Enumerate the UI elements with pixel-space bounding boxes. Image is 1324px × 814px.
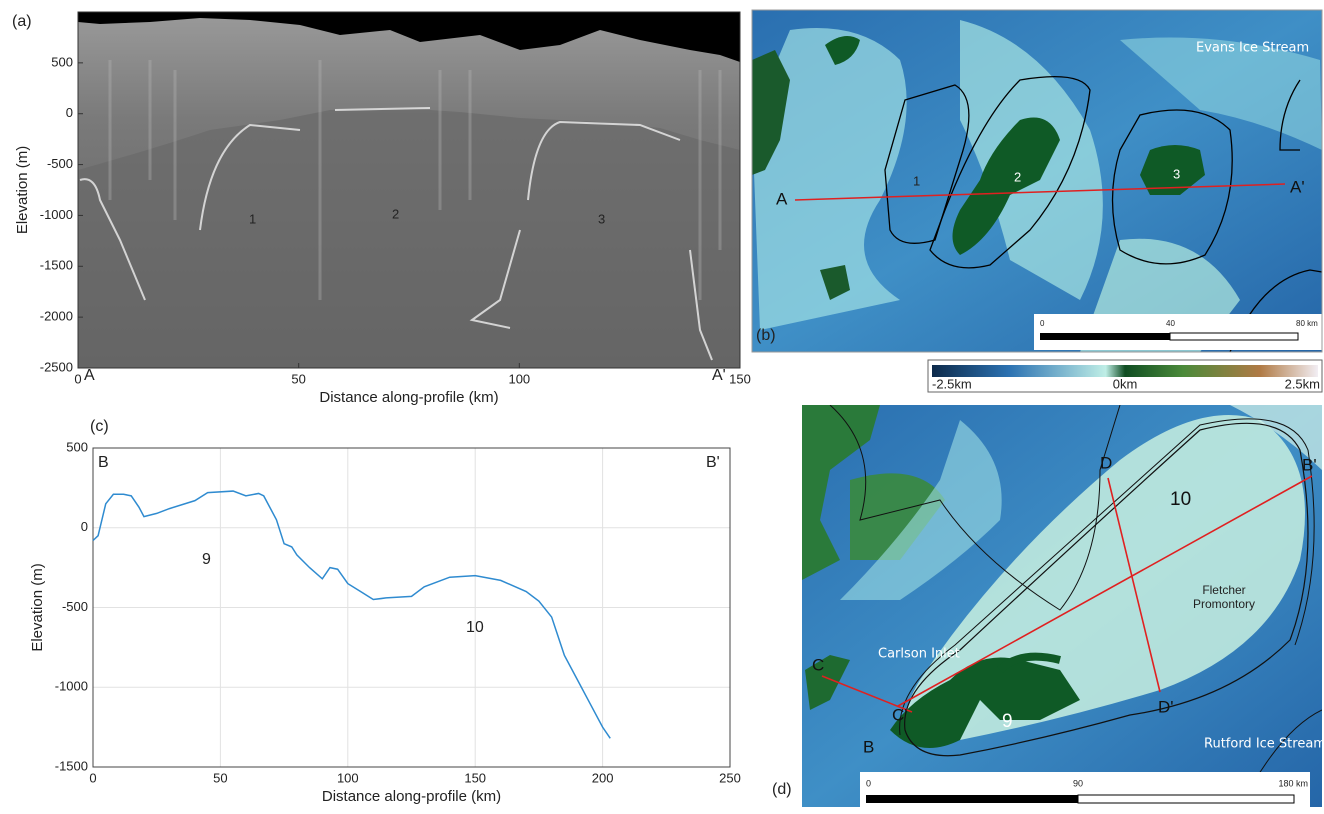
map-label: Evans Ice Stream xyxy=(1196,41,1309,56)
map-frame xyxy=(751,9,1323,353)
y-tick-label: -1000 xyxy=(55,679,88,694)
map-label: 2 xyxy=(1014,169,1021,184)
map-d xyxy=(802,405,1322,807)
y-tick-label: 500 xyxy=(66,439,88,454)
scale-label: 90 xyxy=(1073,778,1083,788)
y-tick-label: -1000 xyxy=(40,207,73,222)
x-tick-label: 200 xyxy=(592,770,614,785)
map-label: A xyxy=(776,189,788,208)
scale-label: 180 km xyxy=(1278,778,1308,788)
scale-label: 0 xyxy=(866,778,871,788)
y-tick-label: -1500 xyxy=(40,258,73,273)
y-tick-label: -500 xyxy=(62,599,88,614)
y-tick-label: -2500 xyxy=(40,359,73,374)
panel-label: (c) xyxy=(90,418,109,435)
y-tick-label: -1500 xyxy=(55,758,88,773)
x-tick-label: 100 xyxy=(508,371,530,386)
x-tick-label: 150 xyxy=(729,371,751,386)
annotation: 9 xyxy=(202,551,211,568)
panel-label: (b) xyxy=(756,327,776,344)
annotation: B' xyxy=(706,454,720,471)
scale-label: 0 xyxy=(1040,319,1045,328)
y-tick-label: -2000 xyxy=(40,309,73,324)
colorbar xyxy=(932,365,1318,377)
y-tick-label: -500 xyxy=(47,156,73,171)
map-label: D xyxy=(1100,453,1112,472)
map-label: C' xyxy=(892,705,908,724)
y-axis-label: Elevation (m) xyxy=(14,146,31,234)
map-label: Rutford Ice Stream xyxy=(1204,737,1324,752)
radargram xyxy=(77,11,741,369)
colorbar-label: -2.5km xyxy=(932,376,972,391)
annotation: A xyxy=(84,367,95,384)
map-b xyxy=(752,10,1322,352)
map-label: 3 xyxy=(1173,166,1180,181)
map-label: 10 xyxy=(1170,489,1191,510)
x-axis-label: Distance along-profile (km) xyxy=(319,389,498,406)
map-label: Promontory xyxy=(1193,597,1255,611)
map-label: 1 xyxy=(913,173,920,188)
x-tick-label: 150 xyxy=(464,770,486,785)
panel-label: (d) xyxy=(772,781,792,798)
map-label: D' xyxy=(1158,697,1174,716)
map-label: C xyxy=(812,655,824,674)
x-tick-label: 50 xyxy=(213,770,227,785)
x-tick-label: 100 xyxy=(337,770,359,785)
plot-frame xyxy=(92,447,731,768)
annotation: 2 xyxy=(392,206,399,221)
map-label: Fletcher xyxy=(1202,583,1245,597)
x-tick-label: 0 xyxy=(89,770,96,785)
map-label: B xyxy=(863,737,874,756)
x-tick-label: 0 xyxy=(74,371,81,386)
y-tick-label: 0 xyxy=(81,519,88,534)
annotation: A' xyxy=(712,367,726,384)
scale-label: 40 xyxy=(1166,319,1175,328)
x-tick-label: 250 xyxy=(719,770,741,785)
x-tick-label: 50 xyxy=(291,371,305,386)
panel-label: (a) xyxy=(12,13,32,30)
x-axis-label: Distance along-profile (km) xyxy=(322,788,501,805)
colorbar-label: 2.5km xyxy=(1285,376,1320,391)
map-label: 9 xyxy=(1002,711,1013,732)
annotation: 3 xyxy=(598,211,605,226)
map-label: B' xyxy=(1302,455,1317,474)
annotation: 1 xyxy=(249,211,256,226)
y-tick-label: 500 xyxy=(51,54,73,69)
map-label: A' xyxy=(1290,177,1305,196)
y-tick-label: 0 xyxy=(66,105,73,120)
line-series xyxy=(92,490,611,739)
y-axis-label: Elevation (m) xyxy=(29,563,46,651)
colorbar-label: 0km xyxy=(1113,376,1138,391)
map-label: Carlson Inlet xyxy=(878,647,960,662)
annotation: B xyxy=(98,454,109,471)
scale-label: 80 km xyxy=(1296,319,1318,328)
